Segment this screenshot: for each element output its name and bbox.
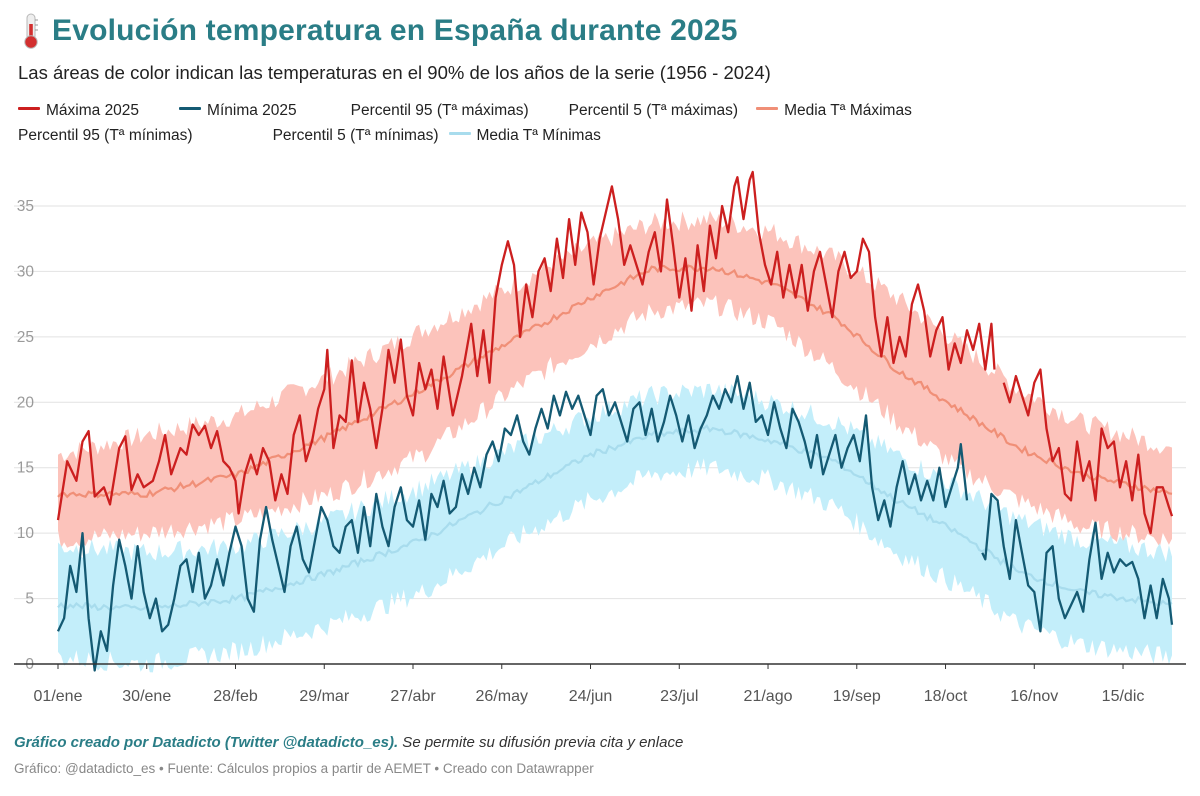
thermometer-icon xyxy=(24,13,38,49)
x-tick-label: 21/ago xyxy=(744,688,793,705)
y-tick-label: 5 xyxy=(25,591,34,608)
chart-subtitle: Las áreas de color indican las temperatu… xyxy=(18,62,771,83)
x-tick-label: 30/ene xyxy=(122,688,171,705)
x-axis: 01/ene 30/ene 28/feb 29/mar 27/abr 26/may 24/j… xyxy=(14,663,1186,705)
chart-title-row: Evolución temperatura en España durante … xyxy=(18,12,1182,50)
legend-swatch xyxy=(756,107,779,111)
source-line: Gráfico: @datadicto_es • Fuente: Cálculo… xyxy=(14,761,594,776)
legend-label: Máxima 2025 xyxy=(46,102,140,119)
x-tick-label: 19/sep xyxy=(833,688,881,705)
max-2025-line-segment-2 xyxy=(1002,368,1174,535)
y-tick-label: 20 xyxy=(17,394,35,411)
min-2025-line-segment-2 xyxy=(981,492,1174,633)
legend-label: Mínima 2025 xyxy=(207,102,297,119)
page-title: Evolución temperatura en España durante … xyxy=(52,14,738,47)
percentile-bands xyxy=(58,210,1172,673)
x-tick-label: 28/feb xyxy=(213,688,258,705)
temperature-chart: 05101520253035 01/ene30/ene28/feb29/mar2… xyxy=(14,170,1186,705)
series-lines xyxy=(56,170,1174,672)
x-tick-label: 01/ene xyxy=(34,688,83,705)
legend-item-max-mean: Media Tª Máximas xyxy=(756,98,912,123)
x-tick-label: 29/mar xyxy=(299,688,349,705)
x-tick-label: 26/may xyxy=(476,688,528,705)
min-percentile-band xyxy=(58,383,1172,673)
legend-item-max-2025: Máxima 2025 xyxy=(18,98,139,123)
credit-rest: Se permite su difusión previa cita y enl… xyxy=(398,734,684,751)
y-tick-label: 35 xyxy=(17,198,34,215)
y-tick-label: 15 xyxy=(17,460,34,477)
y-tick-label: 25 xyxy=(17,329,34,346)
credit-line: Gráfico creado por Datadicto (Twitter @d… xyxy=(14,734,1186,751)
max-percentile-band xyxy=(58,210,1172,549)
legend-item-min-p5: Percentil 5 (Tª mínimas) xyxy=(273,123,439,148)
legend-label: Media Tª Máximas xyxy=(784,102,912,119)
legend-label: Media Tª Mínimas xyxy=(476,127,601,144)
legend-item-max-p95: Percentil 95 (Tª máximas) xyxy=(351,98,529,123)
x-tick-label: 15/dic xyxy=(1102,688,1145,705)
y-axis-labels: 05101520253035 xyxy=(17,198,35,673)
legend-label: Percentil 5 (Tª mínimas) xyxy=(272,127,439,144)
chart-footer: Gráfico creado por Datadicto (Twitter @d… xyxy=(14,734,1186,776)
legend-item-min-2025: Mínima 2025 xyxy=(179,98,297,123)
credit-bold: Gráfico creado por Datadicto (Twitter @d… xyxy=(14,734,399,751)
y-tick-label: 30 xyxy=(17,263,35,280)
legend-item-min-mean: Media Tª Mínimas xyxy=(448,123,601,148)
legend-item-min-p95: Percentil 95 (Tª mínimas) xyxy=(18,123,193,148)
legend-label: Percentil 5 (Tª máximas) xyxy=(568,102,739,119)
legend-swatch xyxy=(18,107,40,111)
legend-item-max-p5: Percentil 5 (Tª máximas) xyxy=(569,98,738,123)
x-tick-label: 18/oct xyxy=(924,688,968,705)
chart-legend: Máxima 2025 Mínima 2025 Percentil 95 (Tª m… xyxy=(18,98,1158,148)
x-tick-label: 24/jun xyxy=(569,688,613,705)
y-tick-label: 10 xyxy=(17,525,35,542)
legend-swatch xyxy=(179,107,202,111)
x-tick-label: 23/jul xyxy=(660,688,698,705)
legend-label: Percentil 95 (Tª mínimas) xyxy=(18,127,193,144)
chart-header: Evolución temperatura en España durante … xyxy=(18,12,1182,148)
legend-swatch xyxy=(448,132,471,136)
min-2025-line xyxy=(56,374,969,672)
x-tick-label: 27/abr xyxy=(390,688,436,705)
x-tick-label: 16/nov xyxy=(1010,688,1058,705)
legend-label: Percentil 95 (Tª máximas) xyxy=(350,102,529,119)
max-mean-line xyxy=(57,264,1173,499)
max-2025-line xyxy=(56,170,996,521)
